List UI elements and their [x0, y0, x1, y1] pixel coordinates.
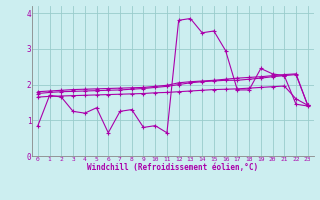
- X-axis label: Windchill (Refroidissement éolien,°C): Windchill (Refroidissement éolien,°C): [87, 163, 258, 172]
